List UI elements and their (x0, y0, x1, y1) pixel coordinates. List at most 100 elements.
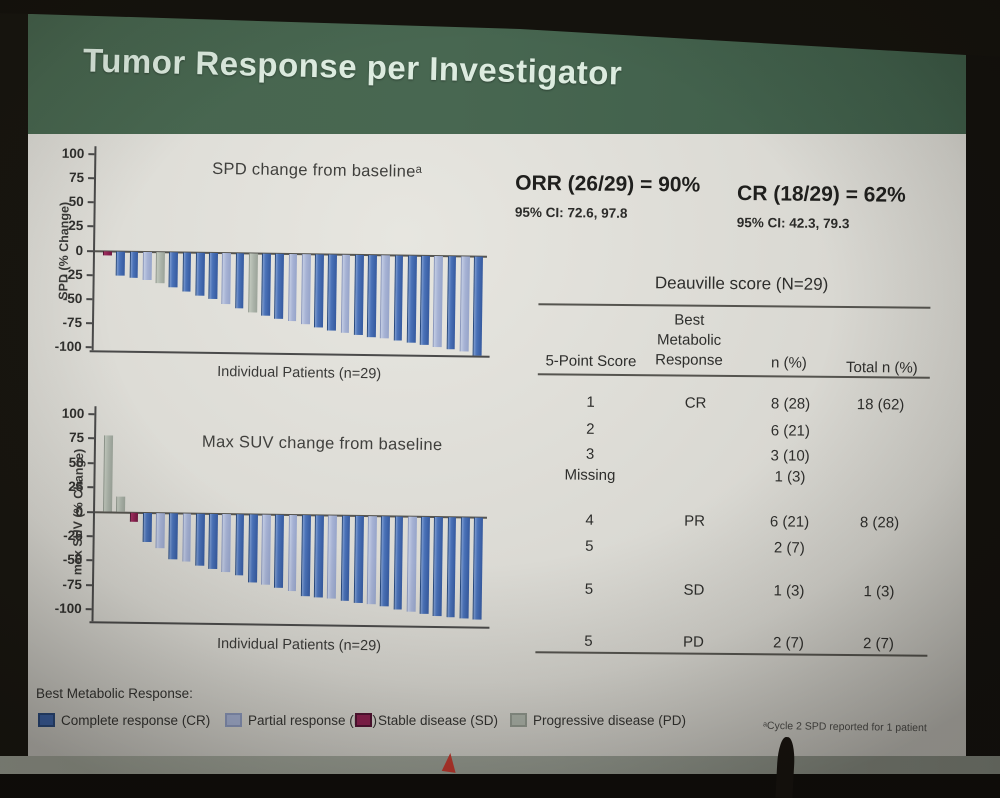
legend-label: Complete response (CR) (61, 713, 211, 728)
bar-pr (287, 253, 298, 322)
table-cell: Missing (564, 466, 616, 484)
deauville-score-table: Deauville score (N=29) 5-Point Score Bes… (506, 267, 959, 671)
bar-pr (366, 515, 377, 605)
photo-dark-edge-left (0, 0, 28, 798)
bar-pr (221, 513, 232, 573)
table-cell: 2 (7) (862, 635, 894, 653)
bar-cr (353, 515, 364, 604)
bar-cr (446, 516, 457, 618)
y-tick-label: -100 (54, 600, 82, 617)
response-stats: ORR (26/29) = 90% 95% CI: 72.6, 97.8 CR … (508, 167, 969, 242)
orr-ci: 95% CI: 72.6, 97.8 (514, 204, 628, 221)
bar-pr (406, 516, 417, 612)
bar-cr (129, 251, 139, 278)
y-tick-label: -75 (62, 314, 83, 330)
y-axis-label: max SUV (% Change) (70, 448, 87, 575)
cr-ci: 95% CI: 42.3, 79.3 (736, 214, 850, 232)
bar-pd (103, 435, 113, 512)
bar-pr (300, 253, 311, 325)
bar-cr (195, 252, 205, 296)
table-cell: 5 (585, 537, 594, 555)
legend-label: Partial response (PR) (248, 713, 378, 728)
bar-pd (155, 251, 165, 284)
table-title: Deauville score (N=29) (654, 273, 829, 294)
bar-cr (313, 514, 324, 598)
table-cell: 18 (62) (856, 396, 905, 414)
red-object-artifact (441, 752, 459, 773)
bar-pr (181, 512, 192, 562)
bar-cr (208, 252, 218, 299)
table-cell: 3 (10) (770, 447, 810, 465)
chart-title: SPD change from baselineᵃ (212, 159, 423, 181)
legend-title: Best Metabolic Response: (36, 686, 193, 701)
bar-cr (393, 515, 404, 610)
header-n: n (%) (770, 354, 807, 372)
footnote: ᵃCycle 2 SPD reported for 1 patient (762, 719, 927, 735)
bar-cr (247, 513, 258, 583)
legend-swatch-cr (38, 713, 55, 727)
bar-pr (155, 512, 165, 548)
bar-cr (208, 513, 218, 570)
bar-cr (261, 253, 271, 316)
table-cell: 2 (7) (773, 539, 805, 557)
bar-cr (300, 514, 311, 597)
bar-pr (459, 255, 470, 352)
table-cell: 8 (28) (859, 514, 900, 532)
bar-cr (406, 255, 417, 344)
table-top-rule (538, 303, 931, 309)
x-axis-label: Individual Patients (n=29) (217, 363, 382, 383)
screen-bottom-strip (0, 756, 1000, 775)
bar-sd (129, 512, 139, 523)
y-tick (86, 535, 93, 538)
bar-cr (446, 255, 457, 350)
bar-cr (142, 512, 152, 542)
orr-value: ORR (26/29) = 90% (515, 171, 701, 197)
legend-swatch-pr (225, 713, 242, 727)
cr-value: CR (18/29) = 62% (736, 181, 906, 207)
bar-pr (340, 254, 351, 333)
photo-dark-edge-right (966, 0, 1000, 798)
bar-cr (168, 251, 179, 288)
table-body: 1 CR 8 (28) 18 (62) 2 6 (21) 3 3 (10) Missing 1 (… (510, 267, 960, 653)
spd-waterfall-chart: 100 75 50 25 0 -25 -50 -75 -100 SPD change from b… (55, 146, 490, 382)
y-tick (87, 461, 94, 464)
chart-title: Max SUV change from baseline (201, 432, 443, 455)
bar-cr (274, 514, 285, 588)
y-axis-label: SPD (% Change) (56, 201, 72, 300)
legend-label: Progressive disease (PD) (533, 713, 687, 728)
bar-pr (261, 514, 271, 585)
y-tick-label: 75 (68, 430, 85, 446)
bar-pr (142, 251, 152, 281)
bar-cr (181, 251, 192, 292)
legend: Best Metabolic Response: Complete respon… (28, 679, 788, 749)
bar-pr (380, 254, 391, 339)
bar-cr (459, 516, 470, 619)
y-tick (87, 486, 94, 489)
bar-cr (274, 253, 285, 320)
y-tick (86, 559, 93, 562)
y-tick-label: -100 (54, 338, 82, 355)
bar-pd (247, 252, 258, 313)
y-tick (87, 510, 94, 513)
table-cell: 3 (585, 445, 595, 463)
bar-cr (340, 515, 351, 602)
bar-cr (432, 516, 444, 617)
bar-cr (472, 517, 483, 620)
y-tick (86, 297, 93, 300)
bar-cr (419, 516, 430, 614)
y-tick (87, 249, 94, 252)
y-tick (88, 153, 95, 156)
y-tick (88, 177, 95, 180)
table-cell: 1 (3) (774, 468, 806, 486)
bar-cr (234, 513, 245, 576)
x-axis-frame (89, 350, 490, 358)
legend-swatch-pd (510, 713, 527, 727)
x-axis-frame (89, 621, 490, 629)
table-cell: 1 (3) (863, 583, 895, 601)
y-tick-label: 75 (68, 170, 85, 186)
bar-cr (168, 512, 179, 560)
y-tick (86, 273, 93, 276)
legend-swatch-sd (355, 713, 372, 727)
y-tick (88, 413, 95, 416)
